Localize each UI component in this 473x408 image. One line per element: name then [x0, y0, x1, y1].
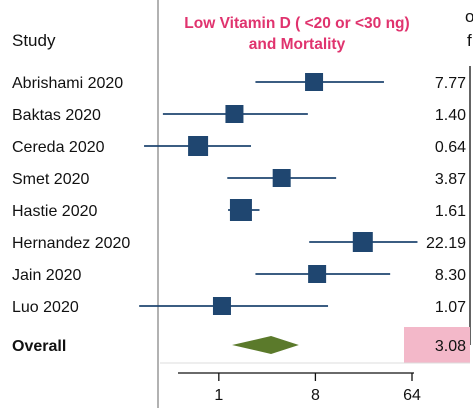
estimate-value: 3.87: [435, 171, 466, 188]
study-label: Jain 2020: [12, 267, 81, 284]
estimate-value: 1.07: [435, 299, 466, 316]
estimate-value: 7.77: [435, 75, 466, 92]
study-row: Cereda 2020 0.64: [12, 136, 466, 156]
overall-highlight: [404, 327, 470, 363]
study-row: Luo 2020 1.07: [12, 297, 466, 316]
x-tick-label: 64: [403, 387, 421, 404]
effect-marker: [308, 265, 327, 283]
effect-marker: [225, 105, 244, 123]
overall-diamond: [232, 336, 299, 354]
effect-marker: [188, 136, 209, 156]
overall-label: Overall: [12, 338, 66, 355]
effect-marker: [272, 169, 291, 187]
estimate-value: 22.19: [426, 235, 466, 252]
study-label: Smet 2020: [12, 171, 89, 188]
effect-marker: [212, 297, 231, 315]
study-label: Hastie 2020: [12, 203, 97, 220]
study-row: Hastie 2020 1.61: [12, 199, 466, 221]
study-row: Baktas 2020 1.40: [12, 105, 466, 124]
x-tick-label: 1: [214, 387, 223, 404]
study-column-header: Study: [12, 31, 56, 50]
study-label: Cereda 2020: [12, 139, 105, 156]
overall-estimate-value: 3.08: [435, 338, 466, 355]
estimate-value: 1.61: [435, 203, 466, 220]
estimate-value: 1.40: [435, 107, 466, 124]
chart-title-line-2: and Mortality: [249, 36, 346, 53]
x-axis: 1 8 64: [178, 372, 421, 404]
overall-row: Overall 3.08: [12, 327, 470, 364]
study-row: Jain 2020 8.30: [12, 265, 466, 284]
study-label: Baktas 2020: [12, 107, 101, 124]
study-label: Hernandez 2020: [12, 235, 130, 252]
study-row: Abrishami 2020 7.77: [12, 73, 466, 92]
header: Study Low Vitamin D ( <20 or <30 ng) and…: [12, 7, 473, 53]
right-header-fragment-1: o: [465, 7, 473, 26]
chart-title-line-1: Low Vitamin D ( <20 or <30 ng): [184, 15, 409, 32]
right-header-fragment-2: f: [467, 31, 472, 50]
guide-lines: [157, 0, 471, 408]
effect-marker: [305, 73, 324, 91]
estimate-value: 8.30: [435, 267, 466, 284]
study-row: Smet 2020 3.87: [12, 169, 466, 188]
estimate-value: 0.64: [435, 139, 466, 156]
study-label: Luo 2020: [12, 299, 79, 316]
study-rows: Abrishami 2020 7.77 Baktas 2020 1.40 Cereda …: [12, 73, 466, 316]
x-tick-label: 8: [311, 387, 320, 404]
study-label: Abrishami 2020: [12, 75, 123, 92]
study-row: Hernandez 2020 22.19: [12, 232, 466, 252]
effect-marker: [352, 232, 373, 252]
effect-marker: [229, 199, 252, 221]
